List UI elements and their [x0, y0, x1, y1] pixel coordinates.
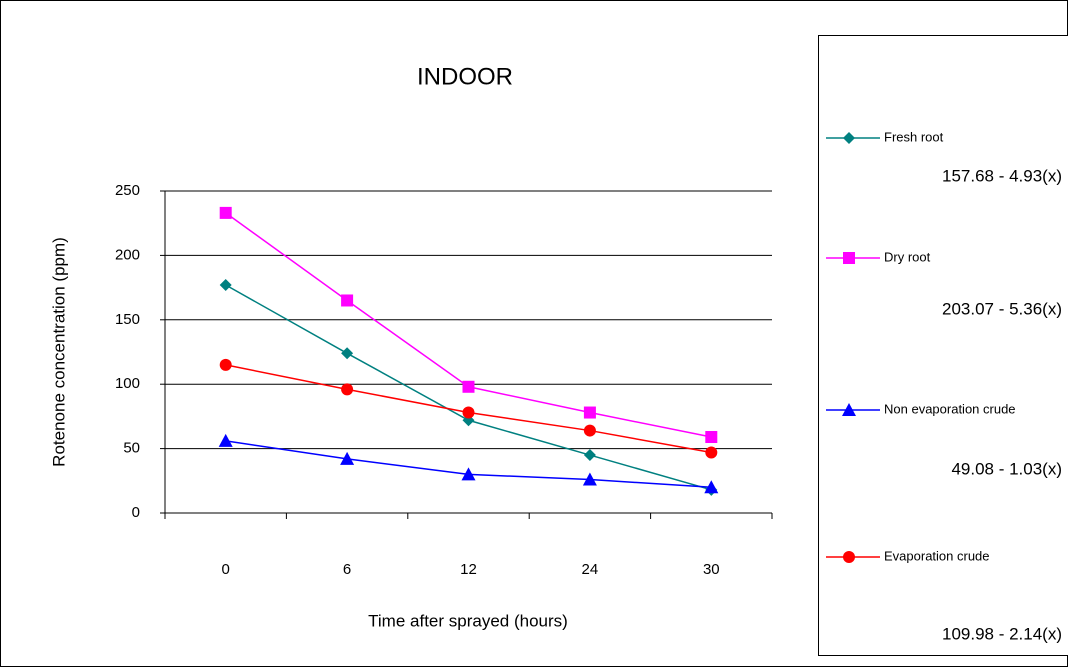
chart-title: INDOOR [417, 63, 513, 90]
marker [843, 551, 855, 563]
marker [843, 252, 855, 264]
legend-equation: 203.07 - 5.36(x) [942, 299, 1062, 318]
series-line [226, 213, 712, 437]
x-tick-label: 0 [222, 561, 230, 578]
marker [463, 381, 475, 393]
x-tick-label: 24 [582, 561, 599, 578]
marker [584, 407, 596, 419]
y-tick-label: 150 [115, 311, 140, 328]
legend-label: Fresh root [884, 129, 944, 144]
legend-equation: 157.68 - 4.93(x) [942, 166, 1062, 185]
marker [220, 359, 232, 371]
x-tick-label: 6 [343, 561, 351, 578]
y-tick-label: 250 [115, 182, 140, 199]
chart: INDOOR Time after sprayed (hours) Roteno… [0, 0, 1068, 667]
y-axis-label: Rotenone concentration (ppm) [49, 237, 68, 467]
legend-equation: 49.08 - 1.03(x) [951, 459, 1062, 478]
legend-equation: 109.98 - 2.14(x) [942, 624, 1062, 643]
marker [463, 407, 475, 419]
y-tick-label: 50 [123, 440, 140, 457]
marker [341, 383, 353, 395]
marker [705, 431, 717, 443]
marker [705, 446, 717, 458]
marker [220, 279, 232, 291]
legend-label: Dry root [884, 249, 931, 264]
legend-label: Non evaporation crude [884, 401, 1016, 416]
x-axis-label: Time after sprayed (hours) [368, 611, 568, 630]
marker [584, 425, 596, 437]
marker [220, 207, 232, 219]
legend-label: Evaporation crude [884, 548, 990, 563]
x-tick-label: 12 [460, 561, 477, 578]
y-tick-label: 0 [132, 504, 140, 521]
marker [219, 434, 233, 447]
y-tick-label: 200 [115, 246, 140, 263]
x-tick-label: 30 [703, 561, 720, 578]
y-tick-label: 100 [115, 375, 140, 392]
marker [584, 449, 596, 461]
marker [341, 294, 353, 306]
marker [341, 347, 353, 359]
